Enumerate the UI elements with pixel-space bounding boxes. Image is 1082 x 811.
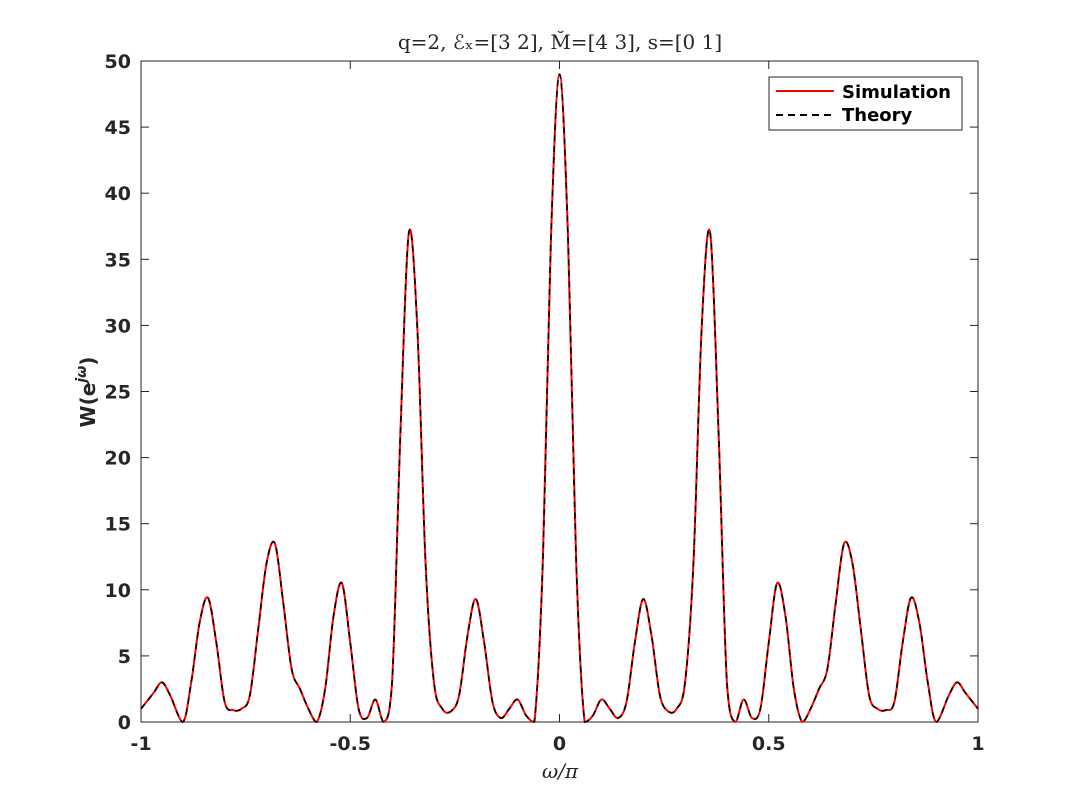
legend-theory-label: Theory — [842, 105, 913, 126]
x-tick-label: 1 — [971, 733, 984, 755]
x-tick-label: -0.5 — [329, 733, 371, 755]
series-layer — [140, 73, 979, 723]
y-tick-label: 10 — [105, 580, 131, 602]
y-tick-label: 35 — [105, 249, 131, 271]
x-tick-label: 0 — [553, 733, 566, 755]
y-tick-label: 20 — [105, 448, 131, 470]
legend-simulation-label: Simulation — [842, 82, 951, 103]
series-line-theory — [140, 73, 979, 723]
y-tick-label: 5 — [118, 646, 131, 668]
y-tick-label: 0 — [118, 712, 131, 734]
y-tick-label: 30 — [105, 315, 131, 337]
y-tick-label: 25 — [105, 382, 131, 404]
x-tick-label: -1 — [130, 733, 151, 755]
plot-area — [140, 60, 979, 723]
y-axis-label-superscript: jω — [74, 366, 90, 385]
x-tick-label: 0.5 — [752, 733, 786, 755]
axes-frame — [140, 60, 979, 723]
legend: Simulation Theory — [768, 76, 963, 131]
y-tick-label: 40 — [105, 183, 131, 205]
y-tick-label: 15 — [105, 514, 131, 536]
x-axis-label: ω/π — [542, 759, 579, 783]
y-axis-label: W(ejω) — [74, 357, 100, 428]
y-tick-labels: 0 5 10 15 20 25 30 35 40 45 50 — [105, 51, 131, 734]
chart-title: q=2, ℰₓ=[3 2], M̆=[4 3], s=[0 1] — [398, 30, 722, 54]
y-axis-label-main: W(e — [76, 383, 100, 428]
y-tick-label: 50 — [105, 51, 131, 73]
legend-box — [768, 76, 963, 131]
axis-ticks — [140, 60, 979, 723]
x-tick-labels: -1 -0.5 0 0.5 1 — [130, 733, 984, 755]
y-tick-label: 45 — [105, 117, 131, 139]
y-axis-label-close: ) — [76, 357, 100, 366]
